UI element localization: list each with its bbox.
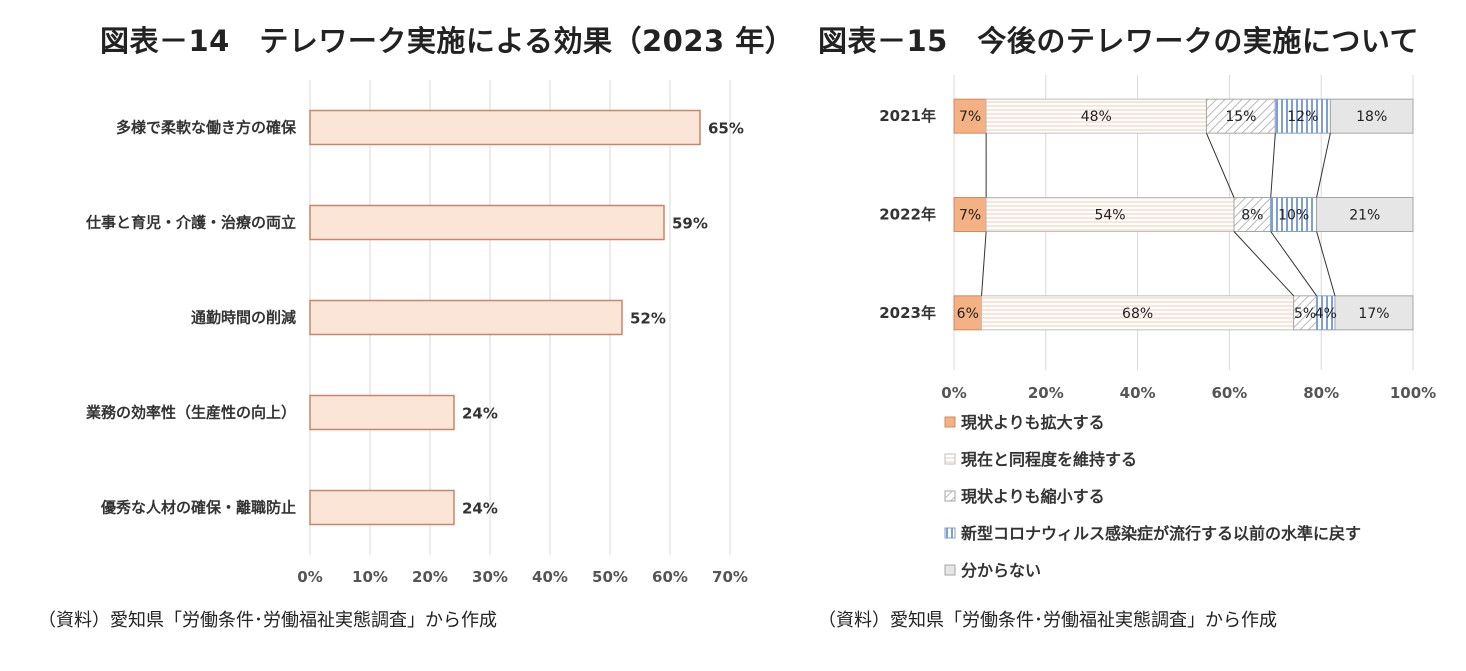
- left-bar: [309, 299, 623, 336]
- right-x-tick-label: 80%: [1303, 384, 1339, 402]
- right-segment-label: 15%: [1225, 109, 1256, 125]
- right-segment-label: 21%: [1349, 208, 1380, 224]
- right-segment-label: 54%: [1094, 208, 1125, 224]
- right-bar-segment: [953, 295, 983, 331]
- left-bar: [309, 204, 665, 241]
- left-category-label: 通勤時間の削減: [191, 309, 296, 327]
- right-bar-segment: [985, 98, 1207, 134]
- left-value-label: 59%: [672, 215, 708, 233]
- left-bar: [309, 489, 455, 526]
- left-x-tick-label: 60%: [652, 568, 688, 586]
- right-segment-label: 4%: [1315, 306, 1337, 322]
- right-category-label: 2021年: [879, 107, 936, 125]
- left-source-note: （資料）愛知県「労働条件･労働福祉実態調査」から作成: [38, 610, 497, 631]
- right-category-label: 2022年: [879, 206, 936, 224]
- right-segment-label: 17%: [1358, 306, 1389, 322]
- right-segment-label: 68%: [1122, 306, 1153, 322]
- left-value-label: 52%: [630, 310, 666, 328]
- left-x-tick-label: 70%: [712, 568, 748, 586]
- legend-label: 現状よりも拡大する: [961, 413, 1105, 432]
- left-value-label: 24%: [462, 500, 498, 518]
- right-x-tick-label: 0%: [941, 384, 966, 402]
- right-segment-label: 48%: [1081, 109, 1112, 125]
- left-bar-chart: 0% 10% 20% 30% 40% 50% 60% 70% 多様で柔軟な働き方の確保 65% 仕事…: [85, 80, 748, 586]
- legend-label: 分からない: [961, 561, 1041, 580]
- right-bar-segment: [1329, 98, 1414, 134]
- left-bar: [309, 394, 455, 431]
- right-segment-label: 18%: [1356, 109, 1387, 125]
- right-series-line: [1233, 231, 1295, 297]
- legend-label: 現在と同程度を維持する: [961, 450, 1137, 469]
- right-series-line: [981, 231, 987, 296]
- right-segment-label: 7%: [959, 208, 981, 224]
- left-x-tick-label: 10%: [352, 568, 388, 586]
- right-series-line: [1205, 132, 1235, 198]
- right-segment-label: 5%: [1294, 306, 1316, 322]
- legend-label: 現状よりも縮小する: [961, 487, 1105, 506]
- left-value-label: 65%: [708, 120, 744, 138]
- left-x-tick-label: 30%: [472, 568, 508, 586]
- left-bar: [309, 109, 701, 146]
- left-value-label: 24%: [462, 405, 498, 423]
- right-category-label: 2023年: [879, 304, 936, 322]
- right-segment-label: 6%: [957, 306, 979, 322]
- legend-swatch: [944, 490, 956, 502]
- right-series-line: [1270, 133, 1276, 198]
- right-series-line: [1270, 231, 1318, 297]
- left-category-label: 業務の効率性（生産性の向上）: [85, 404, 296, 422]
- right-segment-label: 12%: [1287, 109, 1318, 125]
- right-bar-segment: [953, 98, 987, 134]
- right-x-tick-label: 20%: [1028, 384, 1064, 402]
- right-x-tick-label: 100%: [1390, 384, 1436, 402]
- right-source-note: （資料）愛知県「労働条件･労働福祉実態調査」から作成: [818, 610, 1277, 631]
- right-segment-label: 8%: [1241, 208, 1263, 224]
- right-series-line: [1316, 231, 1336, 296]
- left-category-label: 多様で柔軟な働き方の確保: [116, 119, 297, 137]
- legend-swatch: [944, 453, 956, 465]
- right-chart-title: 図表－15 今後のテレワークの実施について: [818, 24, 1419, 58]
- left-category-label: 優秀な人材の確保・離職防止: [100, 499, 296, 517]
- legend-label: 新型コロナウィルス感染症が流行する以前の水準に戻す: [961, 524, 1361, 543]
- right-bar-segment: [1233, 197, 1272, 232]
- legend-swatch: [944, 527, 956, 539]
- left-x-tick-label: 0%: [297, 568, 322, 586]
- left-x-tick-label: 50%: [592, 568, 628, 586]
- left-x-tick-label: 20%: [412, 568, 448, 586]
- right-series-line: [1316, 133, 1331, 198]
- right-x-tick-label: 40%: [1120, 384, 1156, 402]
- left-x-tick-label: 40%: [532, 568, 568, 586]
- legend-swatch: [944, 564, 956, 576]
- right-x-tick-label: 60%: [1211, 384, 1247, 402]
- left-category-label: 仕事と育児・介護・治療の両立: [85, 214, 296, 232]
- right-bar-segment: [1316, 197, 1414, 232]
- right-bar-segment: [981, 295, 1295, 331]
- legend-swatch: [944, 416, 956, 428]
- right-stacked-chart: 0% 20% 40% 60% 80% 100% 2021年 2022年 2023年 7% 48% 15…: [879, 75, 1436, 580]
- right-bar-segment: [1334, 295, 1414, 331]
- right-bar-segment: [1205, 98, 1276, 134]
- left-chart-title: 図表－14 テレワーク実施による効果（2023 年）: [100, 24, 795, 58]
- right-segment-label: 10%: [1278, 208, 1309, 224]
- right-segment-label: 7%: [959, 109, 981, 125]
- right-bar-segment: [953, 197, 987, 232]
